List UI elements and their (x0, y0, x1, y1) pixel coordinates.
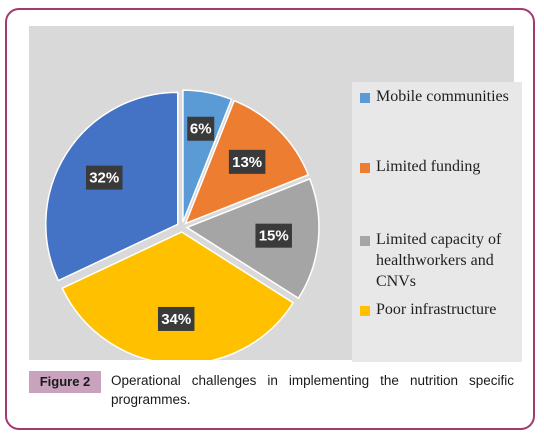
data-label-limited-capacity: 15% (255, 223, 292, 248)
caption-text: Operational challenges in implementing t… (111, 373, 514, 407)
legend: Mobile communities Limited funding Limit… (352, 82, 522, 362)
figure-label: Figure 2 (29, 371, 101, 393)
data-label-box (255, 223, 292, 248)
legend-swatch (360, 163, 370, 173)
data-label-text: 32% (89, 170, 119, 187)
pie-slice-limited-capacity (185, 177, 320, 300)
legend-label: Poor infrastructure (376, 301, 497, 318)
data-label-box (187, 116, 215, 141)
data-label-text: 13% (232, 154, 262, 171)
legend-swatch (360, 93, 370, 103)
legend-swatch (360, 236, 370, 246)
data-label-text: 6% (190, 121, 212, 138)
chart-area: 6% 13% 15% 34% 32% Mobile communities Limite… (29, 26, 522, 362)
data-label-limited-funding: 13% (228, 149, 266, 174)
legend-label: Mobile communities (376, 88, 509, 105)
data-label-box (228, 149, 266, 174)
data-label-poor-infrastructure: 34% (157, 306, 195, 331)
figure-caption: Figure 2 Operational challenges in imple… (29, 368, 514, 412)
data-label-text: 34% (161, 311, 191, 328)
legend-label: Limited funding (376, 158, 481, 175)
data-label-text: 15% (259, 228, 289, 245)
pie-chart: 6% 13% 15% 34% 32% (45, 89, 320, 360)
data-label-unlabeled: 32% (85, 165, 123, 190)
data-label-box (85, 165, 123, 190)
legend-swatch (360, 306, 370, 316)
pie-slice-poor-infrastructure (61, 231, 295, 360)
data-label-mobile-communities: 6% (187, 116, 215, 141)
data-label-box (157, 306, 195, 331)
legend-label: Limited capacity of healthworkers and CN… (376, 231, 502, 290)
